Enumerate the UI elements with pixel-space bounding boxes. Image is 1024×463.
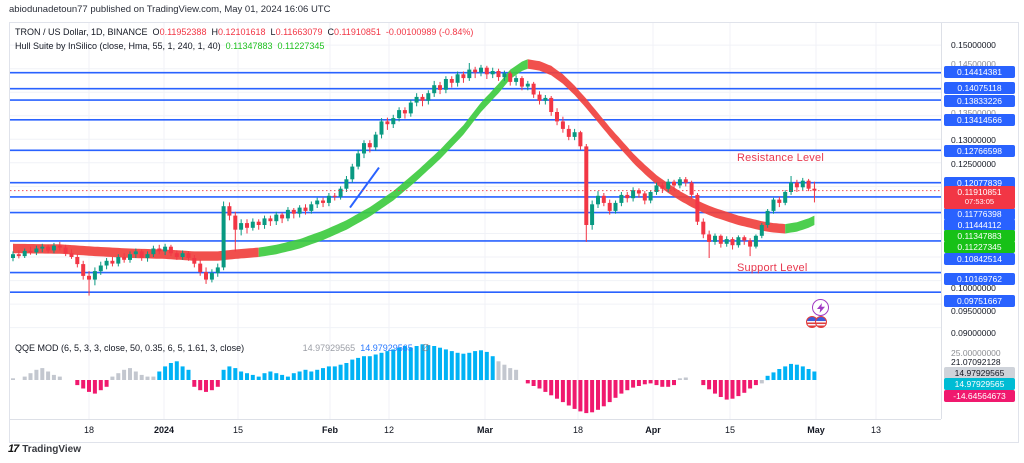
qqe-gridlines-layer <box>88 338 877 419</box>
candles-layer <box>11 63 817 296</box>
lightning-bolt-icon <box>816 302 825 313</box>
price-level-badge: 0.11227345 <box>944 241 1015 253</box>
price-level-badge: 0.12766598 <box>944 145 1015 157</box>
price-axis-label: 21.07092128 <box>951 357 1001 367</box>
time-axis-label: Apr <box>645 425 661 435</box>
time-scale[interactable]: 18 2024 15 Feb 12 Mar 18 Apr 15 May 13 <box>10 419 941 442</box>
tradingview-logo-text: TradingView <box>22 443 81 455</box>
qqe-histogram-layer <box>11 344 817 414</box>
tradingview-logo-icon: 17 <box>8 443 19 455</box>
price-level-badge: -14.64564673 <box>944 390 1015 402</box>
support-level-label: Support Level <box>737 262 808 274</box>
alert-lightning-button[interactable] <box>812 299 829 316</box>
price-level-badge: 0.09751667 <box>944 295 1015 307</box>
time-axis-label: 15 <box>724 425 735 435</box>
price-level-badge: 0.14414381 <box>944 66 1015 78</box>
price-axis-label: 0.13500000 <box>951 108 996 118</box>
price-level-badge: 0.10842514 <box>944 253 1015 265</box>
price-level-badge: 0.11444112 <box>944 219 1015 231</box>
price-scale[interactable]: 0.15000000 0.14500000 0.13500000 0.13000000… <box>941 23 1019 419</box>
tradingview-logo[interactable]: 17 TradingView <box>8 443 81 455</box>
price-level-badge: 0.13833226 <box>944 95 1015 107</box>
qqe-pane-canvas[interactable] <box>10 338 941 419</box>
time-axis-label: 12 <box>383 425 394 435</box>
price-axis-label: 0.14500000 <box>951 59 996 69</box>
time-axis-label: 13 <box>870 425 881 435</box>
coin-icon <box>815 316 827 328</box>
trendline-drawing[interactable] <box>349 167 380 209</box>
time-axis-label: May <box>807 425 825 435</box>
price-level-badge: 14.97929565 <box>944 378 1015 390</box>
price-level-badge: 0.14075118 <box>944 82 1015 94</box>
hull-ribbon-layer <box>13 59 815 261</box>
price-axis-label: 0.12500000 <box>951 159 996 169</box>
instrument-coin-buttons[interactable] <box>806 316 827 328</box>
time-axis-label: Feb <box>321 425 338 435</box>
price-level-badge: 0.11776398 <box>944 208 1015 220</box>
price-axis-label: 0.15000000 <box>951 40 996 50</box>
published-attribution-text: abiodunadetoun77 published on TradingVie… <box>9 4 331 15</box>
main-pane-canvas[interactable] <box>10 23 941 338</box>
chart-frame: TRON / US Dollar, 1D, BINANCE O0.1195238… <box>9 22 1019 443</box>
resistance-level-label: Resistance Level <box>737 152 824 164</box>
hide-indicator-icon[interactable]: ∅ <box>421 343 430 354</box>
price-axis-label: 25.00000000 <box>951 348 1001 358</box>
price-axis-label: 0.13000000 <box>951 135 996 145</box>
qqe-indicator-pane[interactable] <box>10 338 941 419</box>
price-level-badge: 0.10169762 <box>944 273 1015 285</box>
time-axis-label: 15 <box>232 425 243 435</box>
price-level-badge: 14.97929565 <box>944 367 1015 379</box>
time-axis-label: 18 <box>83 425 94 435</box>
price-axis-label: 0.09500000 <box>951 306 996 316</box>
price-axis-label: 0.09000000 <box>951 328 996 338</box>
time-axis-label: Mar <box>476 425 493 435</box>
price-level-badge: 0.13414566 <box>944 114 1015 126</box>
countdown-timer: 07:53:05 <box>964 197 995 206</box>
time-axis-label: 2024 <box>153 425 175 435</box>
price-level-badge: 0.11347883 <box>944 230 1015 242</box>
main-price-pane[interactable] <box>10 23 941 338</box>
price-axis-label: 0.10000000 <box>951 283 996 293</box>
time-axis-label: 18 <box>572 425 583 435</box>
current-price-badge: 0.11910851 07:53:05 <box>944 186 1015 209</box>
